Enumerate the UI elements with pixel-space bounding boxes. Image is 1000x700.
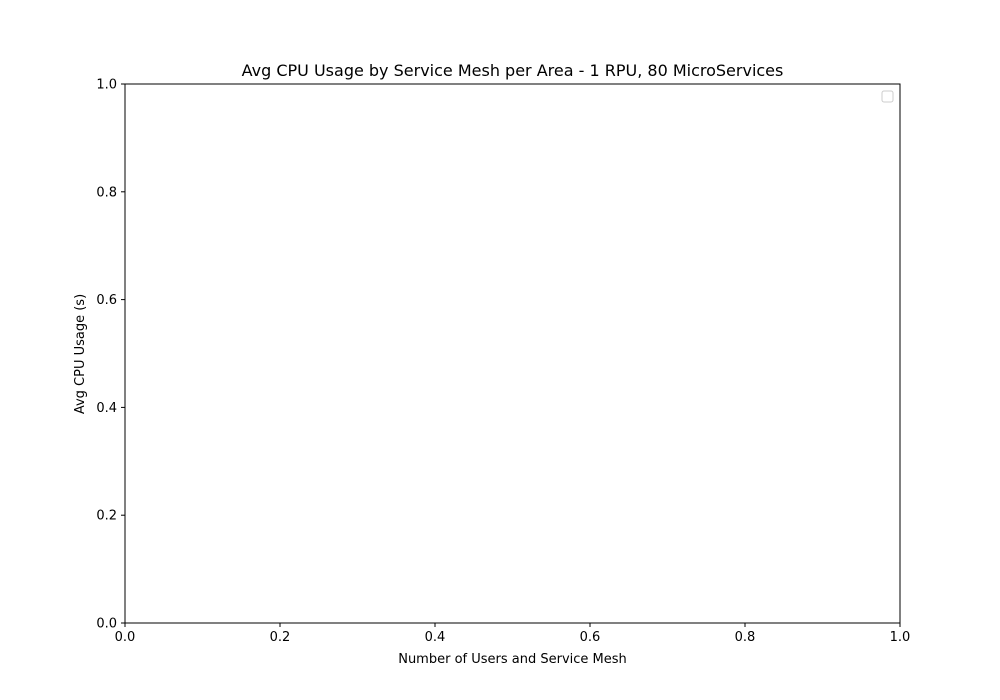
y-tick-label: 0.6 [96,293,117,308]
x-tick-label: 1.0 [890,630,911,645]
x-axis-label: Number of Users and Service Mesh [398,652,627,667]
y-tick-label: 1.0 [96,78,117,93]
y-tick-label: 0.2 [96,509,117,524]
y-tick-label: 0.8 [96,185,117,200]
y-tick-label: 0.0 [96,617,117,632]
y-axis-label: Avg CPU Usage (s) [73,294,88,414]
x-tick-label: 0.6 [580,630,601,645]
x-tick-label: 0.8 [735,630,756,645]
plot-frame [124,83,901,624]
chart-title: Avg CPU Usage by Service Mesh per Area -… [242,61,784,80]
y-axis-ticks: 0.0 0.2 0.4 0.6 0.8 1.0 [96,78,125,632]
plot-area [124,83,901,624]
x-axis-ticks: 0.0 0.2 0.4 0.6 0.8 1.0 [115,623,911,645]
legend-box [881,90,894,103]
x-tick-label: 0.4 [425,630,446,645]
x-tick-label: 0.2 [270,630,291,645]
y-tick-label: 0.4 [96,401,117,416]
x-tick-label: 0.0 [115,630,136,645]
